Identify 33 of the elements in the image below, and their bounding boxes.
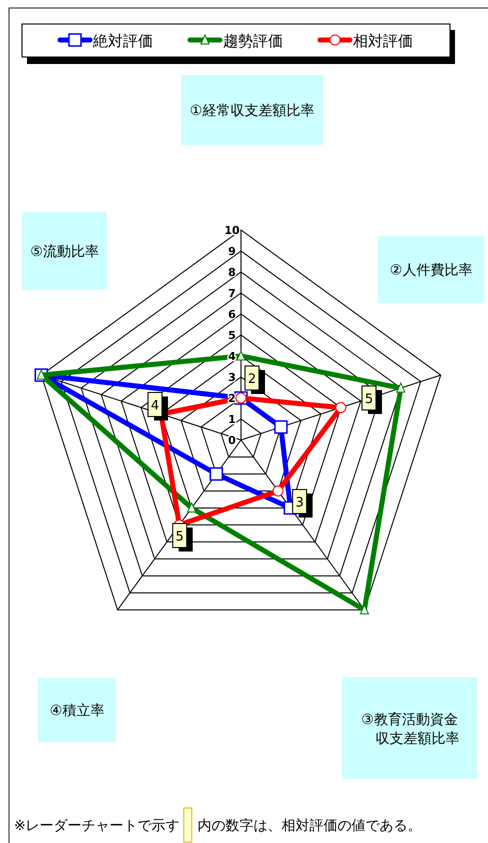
data-label: 2 (248, 372, 256, 387)
category-label: ④積立率 (38, 678, 116, 742)
spoke-label: ②人件費比率 (390, 262, 472, 278)
category-label: ⑤流動比率 (22, 212, 107, 290)
legend-label: 相対評価 (353, 32, 413, 50)
spoke-label: ③教育活動資金収支差額比率 (361, 711, 460, 747)
spoke-label: ④積立率 (50, 703, 104, 719)
category-label: ①経常収支差額比率 (181, 75, 323, 145)
tick: 7 (228, 287, 236, 300)
tick: 6 (228, 308, 236, 321)
annotation: ※レーダーチャートで示す (14, 818, 180, 834)
value-label: 5 (172, 523, 193, 552)
tick: 9 (228, 245, 236, 258)
legend-label: 絶対評価 (92, 32, 153, 50)
data-label: 4 (150, 398, 160, 414)
data-label: 5 (364, 392, 374, 407)
spoke-label: ①経常収支差額比率 (190, 103, 314, 119)
category-label: ②人件費比率 (378, 236, 484, 303)
tick: 10 (224, 224, 240, 237)
data-label: 3 (295, 496, 304, 511)
category-label: ③教育活動資金収支差額比率 (342, 677, 477, 779)
annotation: 内の数字は、相対評価の値である。 (198, 818, 422, 834)
legend-label: 趨勢評価 (223, 32, 283, 50)
data-label: 5 (176, 530, 184, 545)
tick: 5 (228, 329, 236, 342)
tick: 1 (228, 413, 236, 426)
tick: 3 (228, 371, 236, 384)
value-label: 5 (361, 386, 382, 414)
value-label: 4 (148, 392, 168, 420)
value-label: 2 (244, 366, 265, 394)
spoke-label: ⑤流動比率 (30, 244, 99, 260)
tick: 8 (228, 266, 236, 279)
value-label: 3 (292, 489, 313, 518)
